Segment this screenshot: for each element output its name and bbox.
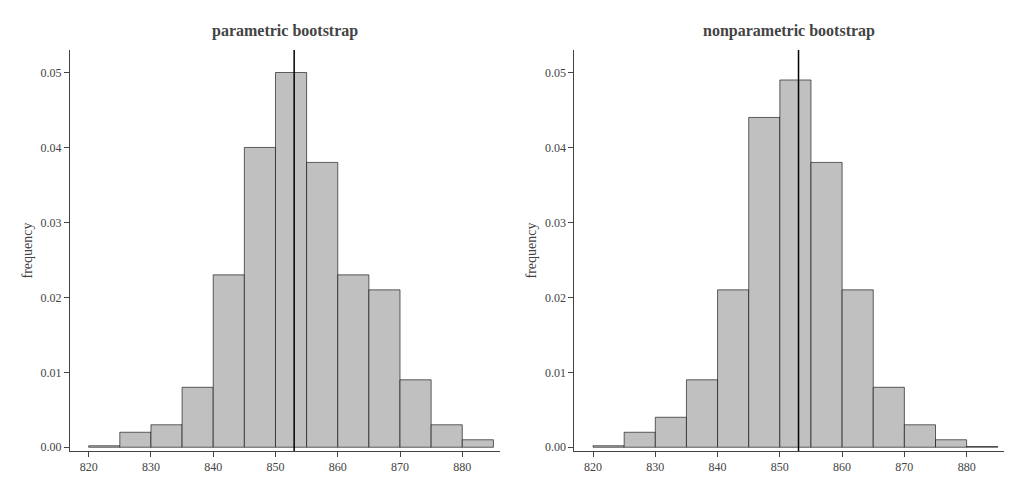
svg-text:0.04: 0.04 — [41, 141, 62, 155]
svg-text:0.00: 0.00 — [545, 440, 566, 454]
svg-text:830: 830 — [646, 460, 664, 474]
svg-text:870: 870 — [391, 460, 409, 474]
svg-text:860: 860 — [329, 460, 347, 474]
svg-text:870: 870 — [895, 460, 913, 474]
svg-text:850: 850 — [771, 460, 789, 474]
svg-text:840: 840 — [709, 460, 727, 474]
svg-text:820: 820 — [80, 460, 98, 474]
svg-text:830: 830 — [142, 460, 160, 474]
svg-text:0.01: 0.01 — [41, 366, 62, 380]
svg-text:frequency: frequency — [20, 223, 35, 279]
svg-text:840: 840 — [204, 460, 222, 474]
svg-text:0.03: 0.03 — [545, 216, 566, 230]
svg-text:0.00: 0.00 — [41, 440, 62, 454]
svg-text:frequency: frequency — [524, 223, 539, 279]
svg-text:0.05: 0.05 — [545, 66, 566, 80]
svg-text:0.01: 0.01 — [545, 366, 566, 380]
svg-text:nonparametric bootstrap: nonparametric bootstrap — [703, 22, 875, 40]
svg-text:0.02: 0.02 — [41, 291, 62, 305]
svg-text:850: 850 — [266, 460, 284, 474]
svg-text:0.02: 0.02 — [545, 291, 566, 305]
svg-text:parametric bootstrap: parametric bootstrap — [212, 22, 358, 40]
svg-text:0.03: 0.03 — [41, 216, 62, 230]
svg-text:880: 880 — [958, 460, 976, 474]
svg-text:860: 860 — [833, 460, 851, 474]
svg-text:880: 880 — [453, 460, 471, 474]
svg-text:820: 820 — [584, 460, 602, 474]
svg-text:0.05: 0.05 — [41, 66, 62, 80]
svg-text:0.04: 0.04 — [545, 141, 566, 155]
